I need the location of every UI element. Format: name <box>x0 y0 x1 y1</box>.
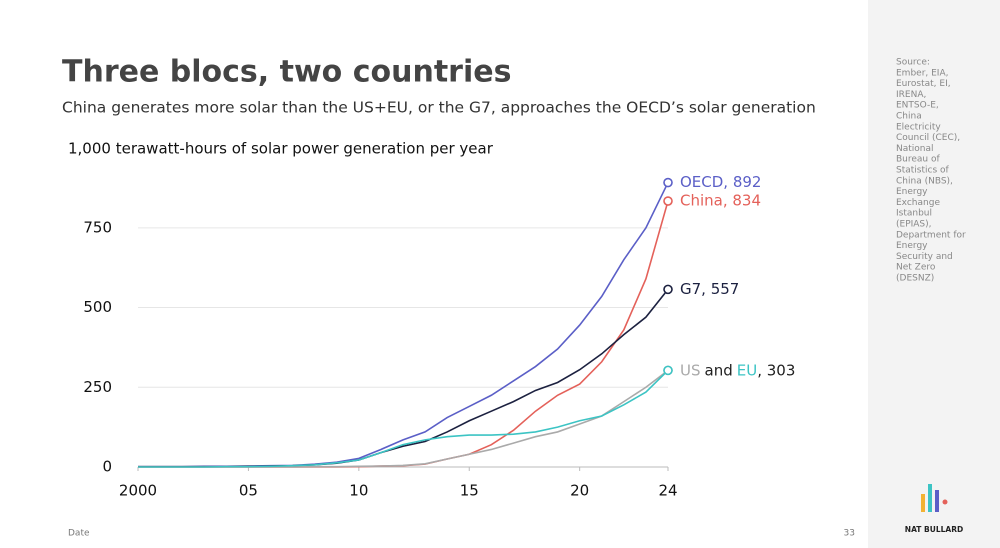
y-axis-label: 1,000 terawatt-hours of solar power gene… <box>68 140 494 158</box>
sidebar <box>868 0 1000 548</box>
brand: NAT BULLARD <box>905 525 963 534</box>
end-marker <box>663 177 673 188</box>
x-tick-label: 24 <box>658 482 677 500</box>
x-tick-label: 05 <box>239 482 258 500</box>
source-line: Energy <box>896 241 928 251</box>
source-line: Council (CEC), <box>896 133 960 143</box>
subtitle: China generates more solar than the US+E… <box>62 99 816 117</box>
end-marker <box>663 365 673 376</box>
source-line: Bureau of <box>896 155 941 165</box>
end-label: G7, 557 <box>680 280 739 298</box>
source-line: Department for <box>896 230 966 240</box>
end-label-part: EU <box>737 361 757 379</box>
y-tick-label: 250 <box>83 378 112 396</box>
x-tick-label: 10 <box>349 482 368 500</box>
logo-bar <box>928 484 932 512</box>
series-line <box>138 369 669 468</box>
source-line: Exchange <box>896 198 940 208</box>
end-label: OECD, 892 <box>680 173 761 191</box>
end-marker <box>663 284 673 295</box>
x-tick-label: 2000 <box>119 482 157 500</box>
source-line: National <box>896 144 934 154</box>
source-line: (DESNZ) <box>896 274 934 284</box>
source-line: China (NBS), <box>896 176 953 186</box>
y-tick-label: 750 <box>83 218 112 236</box>
y-tick-label: 500 <box>83 298 112 316</box>
logo <box>921 484 948 512</box>
logo-bar <box>921 494 925 512</box>
source-line: Statistics of <box>896 166 950 176</box>
source-line: Net Zero <box>896 263 936 273</box>
source-line: Istanbul <box>896 209 932 219</box>
x-tick-label: 15 <box>460 482 479 500</box>
source-line: Security and <box>896 252 953 262</box>
source-line: Ember, EIA, <box>896 68 948 78</box>
end-marker <box>663 196 673 206</box>
y-tick-label: 0 <box>102 458 112 476</box>
page-number: 33 <box>844 529 855 539</box>
source-line: Energy <box>896 187 928 197</box>
source-line: Source: <box>896 58 930 68</box>
end-label-part: , 303 <box>757 361 795 379</box>
logo-dot <box>942 499 948 505</box>
end-label-part: US <box>680 361 701 379</box>
source-line: Electricity <box>896 122 941 132</box>
source-line: China <box>896 112 922 122</box>
logo-bar <box>935 490 939 512</box>
source-line: (EPIAS), <box>896 220 932 230</box>
source-line: Eurostat, EI, <box>896 79 951 89</box>
source-line: IRENA, <box>896 90 926 100</box>
source-line: ENTSO-E, <box>896 101 939 111</box>
x-tick-label: 20 <box>570 482 589 500</box>
footer-date: Date <box>68 529 90 539</box>
end-label: China, 834 <box>680 192 761 210</box>
end-label-part: and <box>705 361 733 379</box>
title: Three blocs, two countries <box>62 55 511 90</box>
end-label: US and EU, 303 <box>680 361 795 379</box>
